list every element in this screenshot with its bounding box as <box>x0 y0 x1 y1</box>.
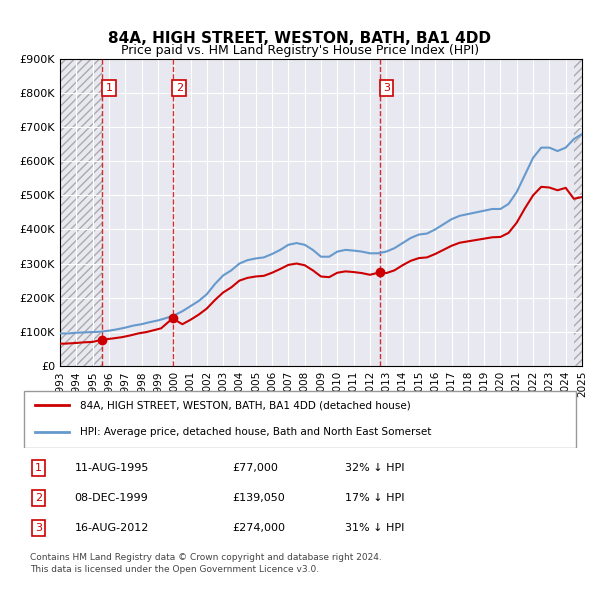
Text: 84A, HIGH STREET, WESTON, BATH, BA1 4DD (detached house): 84A, HIGH STREET, WESTON, BATH, BA1 4DD … <box>80 401 411 410</box>
Bar <box>574 59 582 366</box>
Text: £77,000: £77,000 <box>232 463 278 473</box>
Text: 1: 1 <box>106 83 113 93</box>
Text: 11-AUG-1995: 11-AUG-1995 <box>74 463 149 473</box>
Text: 3: 3 <box>383 83 390 93</box>
Text: 1: 1 <box>35 463 42 473</box>
Text: 3: 3 <box>35 523 42 533</box>
Text: 2: 2 <box>176 83 183 93</box>
Text: This data is licensed under the Open Government Licence v3.0.: This data is licensed under the Open Gov… <box>30 565 319 574</box>
Bar <box>60 59 103 366</box>
Text: Contains HM Land Registry data © Crown copyright and database right 2024.: Contains HM Land Registry data © Crown c… <box>30 553 382 562</box>
Text: HPI: Average price, detached house, Bath and North East Somerset: HPI: Average price, detached house, Bath… <box>80 428 431 437</box>
Text: 32% ↓ HPI: 32% ↓ HPI <box>345 463 404 473</box>
Text: Price paid vs. HM Land Registry's House Price Index (HPI): Price paid vs. HM Land Registry's House … <box>121 44 479 57</box>
Text: 2: 2 <box>35 493 42 503</box>
Text: 08-DEC-1999: 08-DEC-1999 <box>74 493 148 503</box>
Text: 17% ↓ HPI: 17% ↓ HPI <box>345 493 404 503</box>
FancyBboxPatch shape <box>23 391 577 448</box>
Text: 84A, HIGH STREET, WESTON, BATH, BA1 4DD: 84A, HIGH STREET, WESTON, BATH, BA1 4DD <box>109 31 491 46</box>
Text: £274,000: £274,000 <box>232 523 286 533</box>
Text: £139,050: £139,050 <box>232 493 285 503</box>
Text: 31% ↓ HPI: 31% ↓ HPI <box>345 523 404 533</box>
Text: 16-AUG-2012: 16-AUG-2012 <box>74 523 149 533</box>
